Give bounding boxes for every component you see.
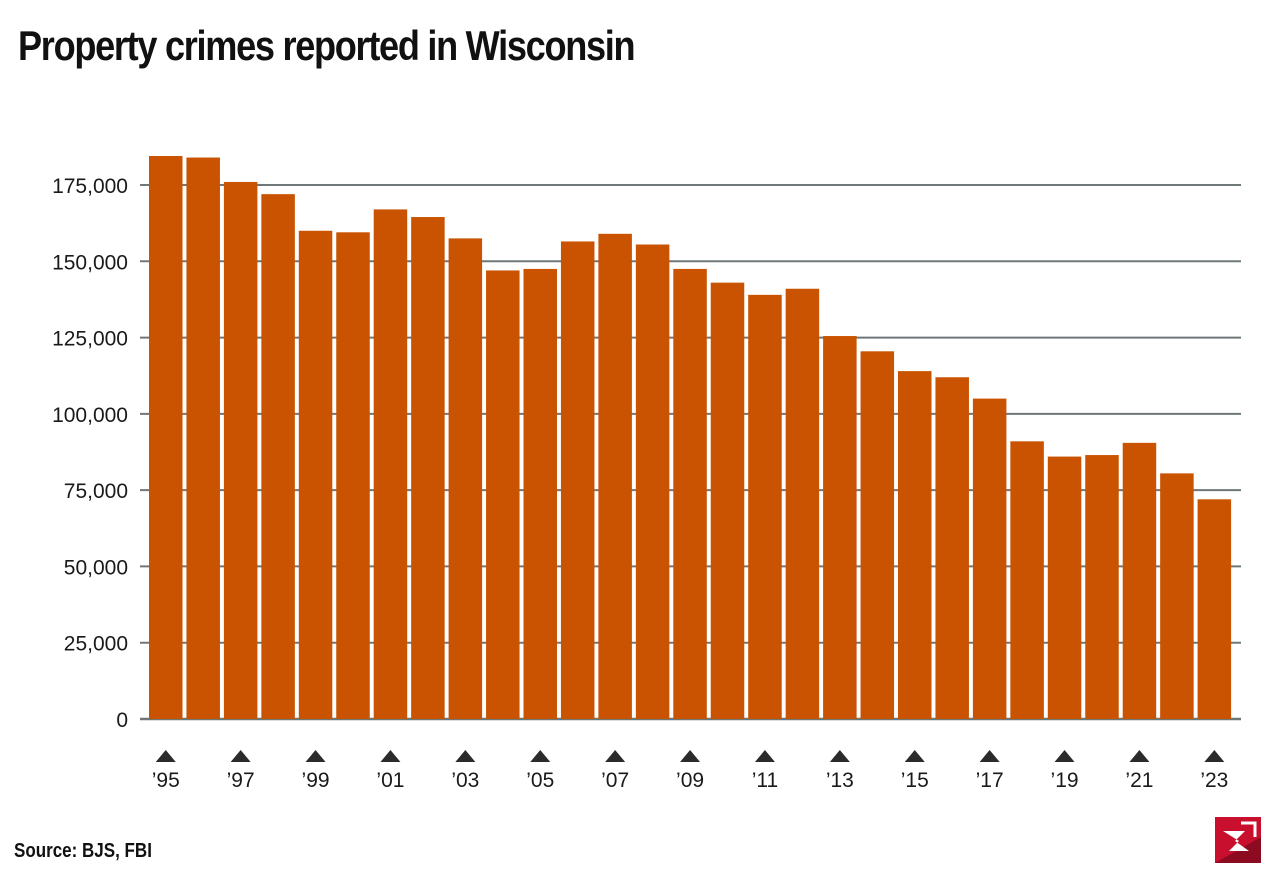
x-tick-label: ’15 <box>901 769 929 792</box>
x-tick-label: ’13 <box>826 769 854 792</box>
y-axis-tick-labels: 0 25,000 50,000 75,000 100,000 125,000 150,000… <box>52 175 128 732</box>
logo-icon <box>1215 817 1261 863</box>
x-tick-label: ’09 <box>676 769 704 792</box>
bar <box>448 238 483 719</box>
x-tick-label: ’07 <box>601 769 629 792</box>
bar <box>298 230 333 719</box>
x-tick-marker-icon <box>605 750 626 762</box>
bar <box>1160 473 1194 719</box>
x-tick-marker-icon <box>904 750 925 762</box>
bar <box>1085 455 1119 719</box>
bar <box>560 241 595 720</box>
x-tick-marker-icon <box>305 750 326 762</box>
x-tick-label: ’23 <box>1200 769 1228 792</box>
x-tick-marker-icon <box>380 750 401 762</box>
bar <box>336 232 370 719</box>
bar <box>411 217 445 720</box>
bar <box>1010 441 1044 719</box>
bar <box>673 268 707 719</box>
x-tick-marker-icon <box>1054 750 1075 762</box>
chart-title: Property crimes reported in Wisconsin <box>18 22 636 69</box>
bar <box>710 282 745 719</box>
bars <box>149 156 1232 720</box>
x-axis-tick-labels: ’95 ’97 ’99 ’01 ’03 ’05 ’07 ’09 ’11 ’13 ’15 ’17 ’19 ’… <box>152 750 1228 792</box>
x-tick-marker-icon <box>1129 750 1150 762</box>
y-tick-label: 0 <box>116 709 128 732</box>
y-tick-label: 150,000 <box>52 251 128 274</box>
x-tick-label: ’99 <box>302 769 330 792</box>
bar <box>1122 442 1157 719</box>
bar <box>486 270 520 719</box>
x-tick-marker-icon <box>829 750 850 762</box>
x-tick-label: ’97 <box>227 769 255 792</box>
bar <box>261 194 295 719</box>
x-tick-label: ’01 <box>376 769 404 792</box>
bar <box>972 398 1007 719</box>
source-note: Source: BJS, FBI <box>14 840 152 862</box>
x-tick-label: ’03 <box>451 769 479 792</box>
x-tick-marker-icon <box>530 750 551 762</box>
x-tick-label: ’19 <box>1051 769 1079 792</box>
x-tick-label: ’11 <box>752 769 778 792</box>
bar <box>785 288 820 719</box>
bar <box>823 336 857 719</box>
bar <box>635 244 670 719</box>
bar <box>860 351 895 719</box>
x-tick-marker-icon <box>230 750 251 762</box>
x-tick-label: ’05 <box>526 769 554 792</box>
x-tick-marker-icon <box>680 750 701 762</box>
bar <box>598 233 632 719</box>
bar <box>898 371 932 719</box>
bar <box>748 294 782 719</box>
bar <box>373 209 408 719</box>
bar <box>149 156 183 720</box>
x-tick-marker-icon <box>455 750 476 762</box>
x-tick-marker-icon <box>754 750 775 762</box>
x-tick-marker-icon <box>1204 750 1225 762</box>
y-tick-label: 175,000 <box>52 175 128 198</box>
bar <box>1047 456 1082 719</box>
y-tick-label: 50,000 <box>64 556 128 579</box>
bar <box>223 181 258 719</box>
y-tick-label: 100,000 <box>52 404 128 427</box>
bar <box>523 268 557 719</box>
x-tick-label: ’21 <box>1125 769 1153 792</box>
x-tick-label: ’17 <box>976 769 1004 792</box>
x-tick-label: ’95 <box>152 769 180 792</box>
x-tick-marker-icon <box>979 750 1000 762</box>
x-tick-marker-icon <box>155 750 176 762</box>
bar <box>1197 499 1232 719</box>
y-tick-label: 25,000 <box>64 633 128 656</box>
y-tick-label: 75,000 <box>64 480 128 503</box>
y-tick-label: 125,000 <box>52 328 128 351</box>
bar <box>186 157 220 720</box>
bar <box>935 377 969 719</box>
